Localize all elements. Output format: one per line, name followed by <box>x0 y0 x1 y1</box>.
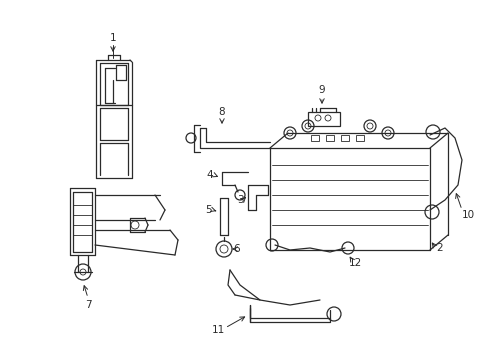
Text: 1: 1 <box>109 33 116 43</box>
Bar <box>307 112 339 126</box>
Text: 6: 6 <box>233 244 240 254</box>
Text: 2: 2 <box>436 243 443 253</box>
Text: 9: 9 <box>318 85 325 95</box>
Bar <box>340 135 348 141</box>
Bar <box>355 135 363 141</box>
Text: 3: 3 <box>236 195 243 205</box>
Text: 8: 8 <box>218 107 225 117</box>
Text: 5: 5 <box>204 205 211 215</box>
Text: 11: 11 <box>211 325 224 335</box>
Text: 4: 4 <box>206 170 213 180</box>
Text: 10: 10 <box>461 210 473 220</box>
Text: 12: 12 <box>347 258 361 268</box>
Text: 7: 7 <box>84 300 91 310</box>
Bar <box>325 135 333 141</box>
Bar <box>310 135 318 141</box>
